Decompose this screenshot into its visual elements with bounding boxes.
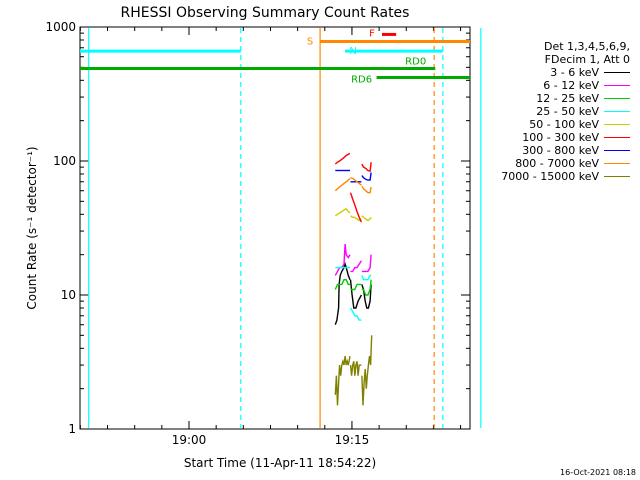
legend-swatch bbox=[604, 124, 630, 125]
series-line-6-12-kev bbox=[334, 244, 351, 276]
series-line-100-300-kev bbox=[334, 152, 351, 165]
legend-entry: 6 - 12 keV bbox=[501, 79, 630, 92]
vertical-markers bbox=[88, 28, 482, 428]
legend-swatch bbox=[604, 98, 630, 99]
x-axis: 19:00 19:15 bbox=[79, 27, 462, 447]
legend-swatch bbox=[604, 150, 630, 151]
legend-entry-label: 12 - 25 keV bbox=[536, 92, 599, 105]
legend-swatch bbox=[604, 111, 630, 112]
series-line-7000-15000-kev bbox=[349, 361, 362, 376]
y-axis-label: Count Rate (s⁻¹ detector⁻¹) bbox=[25, 146, 39, 309]
chart-title: RHESSI Observing Summary Count Rates bbox=[121, 5, 410, 21]
legend-swatch bbox=[604, 176, 630, 177]
flag-label-rd0: RD0 bbox=[405, 57, 426, 68]
x-axis-label: Start Time (11-Apr-11 18:54:22) bbox=[184, 456, 376, 470]
legend-entry-label: 800 - 7000 keV bbox=[515, 157, 599, 170]
legend-header-2: FDecim 1, Att 0 bbox=[544, 53, 630, 66]
flag-label-n: N bbox=[349, 46, 356, 57]
x-tick-label: 19:00 bbox=[172, 433, 207, 447]
series-line-100-300-kev bbox=[349, 192, 363, 223]
series-line-50-100-kev bbox=[350, 215, 362, 222]
series-line-3-6-kev bbox=[334, 261, 351, 325]
legend-entry-label: 300 - 800 keV bbox=[522, 144, 599, 157]
legend-entries: 3 - 6 keV 6 - 12 keV 12 - 25 keV 25 - 50 ke… bbox=[501, 66, 630, 183]
series-line-50-100-kev bbox=[361, 215, 372, 222]
legend-entry-label: 100 - 300 keV bbox=[522, 131, 599, 144]
legend-entry: 7000 - 15000 keV bbox=[501, 170, 630, 183]
legend-entry-label: 6 - 12 keV bbox=[543, 79, 599, 92]
series-line-7000-15000-kev bbox=[361, 335, 373, 406]
legend: Det 1,3,4,5,6,9, FDecim 1, Att 0 3 - 6 k… bbox=[501, 40, 630, 183]
legend-swatch bbox=[604, 72, 630, 73]
y-axis: 1 10 100 1000 bbox=[45, 20, 470, 436]
legend-swatch bbox=[604, 85, 630, 86]
legend-entry-label: 25 - 50 keV bbox=[536, 105, 599, 118]
series-line-50-100-kev bbox=[334, 207, 351, 217]
plot-frame bbox=[79, 26, 471, 430]
series-line-25-50-kev bbox=[349, 307, 362, 321]
footer-timestamp: 16-Oct-2021 08:18 bbox=[560, 468, 636, 477]
series-lines bbox=[334, 152, 373, 406]
y-tick-label: 10 bbox=[61, 288, 76, 302]
legend-entry-label: 7000 - 15000 keV bbox=[501, 170, 599, 183]
legend-entry-label: 3 - 6 keV bbox=[550, 66, 599, 79]
flag-bars: N F RD0 RD6 S bbox=[80, 28, 470, 85]
series-line-6-12-kev bbox=[361, 254, 372, 273]
legend-swatch bbox=[604, 137, 630, 138]
legend-swatch bbox=[604, 163, 630, 164]
legend-header-1: Det 1,3,4,5,6,9, bbox=[543, 40, 630, 53]
y-tick-label: 100 bbox=[53, 154, 76, 168]
flag-label-f: F bbox=[369, 28, 375, 39]
flag-label-rd6: RD6 bbox=[351, 74, 372, 85]
series-line-25-50-kev bbox=[361, 274, 372, 281]
y-tick-label: 1000 bbox=[45, 20, 76, 34]
series-line-12-25-kev bbox=[361, 279, 372, 296]
series-line-7000-15000-kev bbox=[334, 355, 351, 406]
x-tick-label: 19:15 bbox=[335, 433, 370, 447]
legend-entry: 50 - 100 keV bbox=[501, 118, 630, 131]
series-line-300-800-kev bbox=[361, 172, 372, 181]
series-line-6-12-kev bbox=[350, 260, 362, 273]
legend-entry: 800 - 7000 keV bbox=[501, 157, 630, 170]
legend-entry: 25 - 50 keV bbox=[501, 105, 630, 118]
series-line-100-300-kev bbox=[361, 162, 372, 172]
y-tick-label: 1 bbox=[68, 422, 76, 436]
legend-entry: 3 - 6 keV bbox=[501, 66, 630, 79]
legend-entry: 100 - 300 keV bbox=[501, 131, 630, 144]
series-line-800-7000-kev bbox=[350, 177, 362, 186]
series-line-12-25-kev bbox=[334, 279, 350, 290]
series-line-800-7000-kev bbox=[361, 185, 372, 194]
legend-entry-label: 50 - 100 keV bbox=[529, 118, 599, 131]
flag-label-s: S bbox=[307, 36, 313, 47]
legend-entry: 300 - 800 keV bbox=[501, 144, 630, 157]
legend-entry: 12 - 25 keV bbox=[501, 92, 630, 105]
series-line-800-7000-kev bbox=[334, 177, 351, 192]
series-line-12-25-kev bbox=[350, 283, 362, 291]
series-line-3-6-kev bbox=[349, 279, 363, 309]
